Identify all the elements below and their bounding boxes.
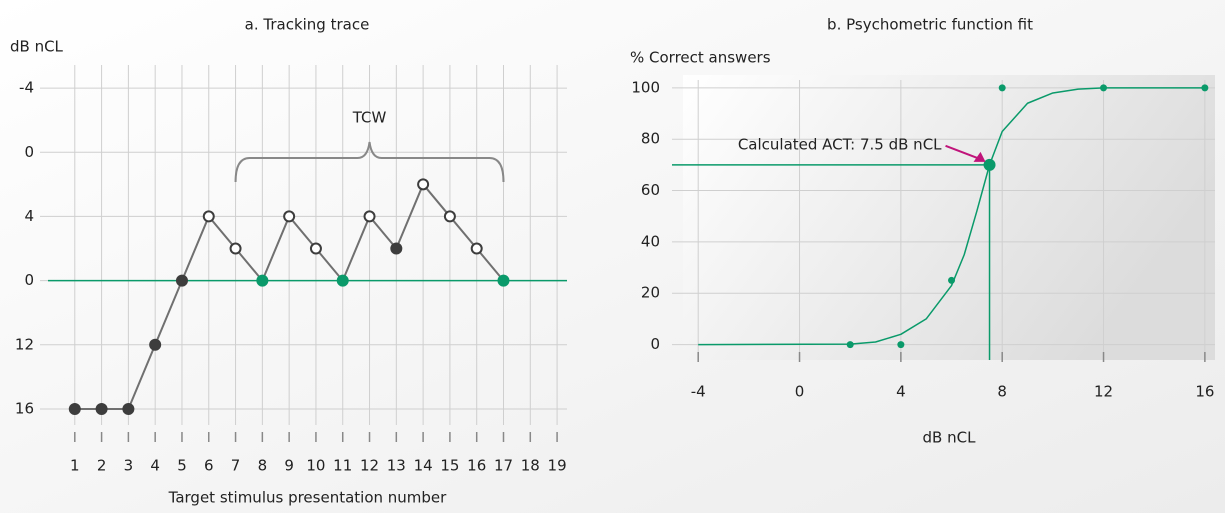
x-tick-label: 4 <box>896 383 906 401</box>
y-tick-label: 0 <box>24 143 34 161</box>
x-tick-label: 0 <box>795 383 805 401</box>
y-axis-label: % Correct answers <box>630 49 771 67</box>
x-tick-label: 13 <box>387 457 406 475</box>
data-point <box>998 84 1006 92</box>
trace-point <box>417 178 430 191</box>
data-point <box>846 341 854 349</box>
y-tick-label: 4 <box>24 207 34 225</box>
x-tick-label: 8 <box>258 457 268 475</box>
x-tick-label: -4 <box>691 383 706 401</box>
x-tick-label: 12 <box>1094 383 1113 401</box>
trace-point <box>229 242 242 255</box>
y-tick-label: 0 <box>24 271 34 289</box>
trace-point <box>309 242 322 255</box>
x-tick-label: 1 <box>70 457 80 475</box>
chart-title: a. Tracking trace <box>245 16 370 34</box>
x-tick-label: 16 <box>467 457 486 475</box>
x-tick-label: 15 <box>440 457 459 475</box>
x-axis-label: dB nCL <box>923 429 977 447</box>
trace-point <box>443 210 456 223</box>
trace-point <box>175 274 188 287</box>
annotation-arrowhead <box>973 151 986 162</box>
chart-title: b. Psychometric function fit <box>827 16 1033 34</box>
trace-point <box>470 242 483 255</box>
x-tick-label: 5 <box>177 457 187 475</box>
y-axis-label: dB nCL <box>10 38 64 56</box>
trace-point <box>122 402 135 415</box>
x-tick-label: 4 <box>150 457 160 475</box>
data-point <box>897 341 905 349</box>
trace-point <box>149 338 162 351</box>
y-tick-label: 40 <box>641 232 660 250</box>
act-point <box>983 158 996 171</box>
data-point <box>1100 84 1108 92</box>
plot-background <box>683 75 1215 360</box>
x-tick-label: 7 <box>231 457 241 475</box>
trace-point <box>390 242 403 255</box>
x-tick-label: 2 <box>97 457 107 475</box>
x-tick-label: 11 <box>333 457 352 475</box>
trace-point <box>363 210 376 223</box>
y-tick-label: 80 <box>641 130 660 148</box>
trace-point <box>68 402 81 415</box>
trace-point <box>283 210 296 223</box>
y-tick-label: 16 <box>15 399 34 417</box>
x-axis-label: Target stimulus presentation number <box>168 489 448 507</box>
x-tick-label: 17 <box>494 457 513 475</box>
y-tick-label: 100 <box>631 78 660 96</box>
x-tick-label: 16 <box>1195 383 1214 401</box>
trace-point <box>202 210 215 223</box>
trace-point <box>497 274 510 287</box>
y-tick-label: 20 <box>641 284 660 302</box>
data-point <box>1201 84 1209 92</box>
bracket <box>234 141 505 183</box>
x-tick-label: 12 <box>360 457 379 475</box>
data-point <box>948 276 956 284</box>
x-tick-label: 14 <box>414 457 433 475</box>
trace-point <box>256 274 269 287</box>
x-tick-label: 18 <box>521 457 540 475</box>
x-tick-label: 6 <box>204 457 214 475</box>
y-tick-label: 0 <box>650 335 660 353</box>
x-tick-label: 3 <box>124 457 134 475</box>
fit-curve <box>698 87 1205 346</box>
trace-point <box>95 402 108 415</box>
x-tick-label: 10 <box>306 457 325 475</box>
y-tick-label: -4 <box>19 79 34 97</box>
y-tick-label: 60 <box>641 181 660 199</box>
bracket-label: TCW <box>352 109 387 127</box>
trace-point <box>336 274 349 287</box>
x-tick-label: 19 <box>548 457 567 475</box>
y-tick-label: 12 <box>15 335 34 353</box>
x-tick-label: 8 <box>997 383 1007 401</box>
annotation-arrow <box>945 144 980 160</box>
annotation: Calculated ACT: 7.5 dB nCL <box>738 135 942 153</box>
x-tick-label: 9 <box>284 457 294 475</box>
